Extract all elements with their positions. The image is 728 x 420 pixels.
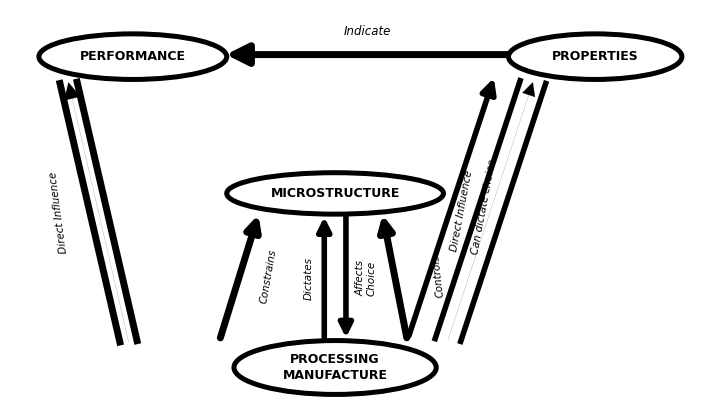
Text: Indicate: Indicate [344, 25, 391, 38]
Text: Dictates: Dictates [304, 257, 313, 300]
Text: Direct Influence: Direct Influence [48, 171, 69, 254]
Ellipse shape [39, 34, 226, 79]
Ellipse shape [234, 341, 436, 394]
Text: PROPERTIES: PROPERTIES [552, 50, 638, 63]
Ellipse shape [508, 34, 682, 79]
Ellipse shape [226, 173, 443, 214]
Text: Affects
Choice: Affects Choice [355, 260, 377, 297]
Text: Can dictate choice: Can dictate choice [470, 158, 498, 255]
Text: PROCESSING
MANUFACTURE: PROCESSING MANUFACTURE [282, 353, 387, 382]
Text: Constrains: Constrains [258, 248, 278, 304]
Text: Direct Influence: Direct Influence [449, 170, 474, 252]
Text: Controls: Controls [431, 254, 446, 298]
Text: PERFORMANCE: PERFORMANCE [80, 50, 186, 63]
Text: MICROSTRUCTURE: MICROSTRUCTURE [270, 187, 400, 200]
